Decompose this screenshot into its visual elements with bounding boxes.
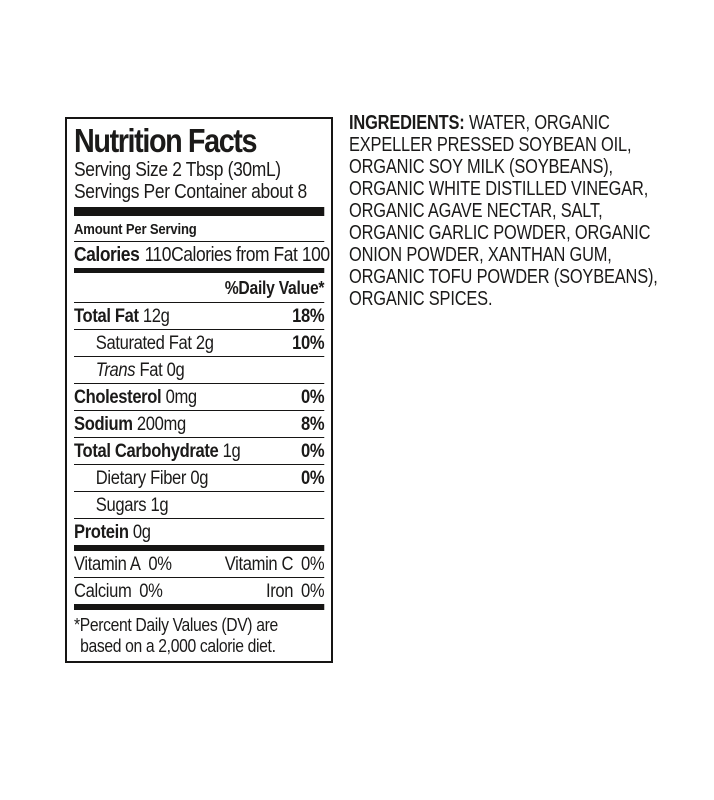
nutrient-row-saturated-fat: Saturated Fat 2g 10% [74,330,325,357]
nutrient-row-total-carbohydrate: Total Carbohydrate 1g 0% [74,438,325,465]
ingredients-line: ORGANIC AGAVE NECTAR, SALT, [349,200,603,222]
footnote-line: *Percent Daily Values (DV) are [74,615,278,635]
nutrient-row-sugars: Sugars 1g [74,492,325,519]
vitamin-c-value: 0% [301,554,325,575]
calories-label: Calories [74,244,140,266]
nutrient-row-cholesterol: Cholesterol 0mg 0% [74,384,325,411]
micronutrient-row-vitamins: Vitamin A 0% Vitamin C 0% [74,551,325,578]
ingredients-line: EXPELLER PRESSED SOYBEAN OIL, [349,134,632,156]
medium-divider [74,268,325,273]
vitamin-a-label: Vitamin A [74,554,141,575]
ingredients-block: INGREDIENTS: WATER, ORGANIC EXPELLER PRE… [349,112,714,310]
thick-divider [74,545,325,551]
ingredients-text: INGREDIENTS: WATER, ORGANIC EXPELLER PRE… [349,112,658,310]
micronutrient-row-minerals: Calcium 0% Iron 0% [74,578,325,604]
nutrient-row-dietary-fiber: Dietary Fiber 0g 0% [74,465,325,492]
label-title: Nutrition Facts [74,122,258,159]
nutrient-row-trans-fat: Trans Fat 0g [74,357,325,384]
ingredients-line: ORGANIC SPICES. [349,288,493,310]
nutrition-facts-label: Nutrition Facts Serving Size 2 Tbsp (30m… [65,117,333,663]
calcium-value: 0% [139,581,163,602]
nutrition-facts-content: Nutrition Facts Serving Size 2 Tbsp (30m… [74,122,330,657]
nutrient-row-sodium: Sodium 200mg 8% [74,411,325,438]
iron-label: Iron [266,581,294,602]
footnote: *Percent Daily Values (DV) are based on … [74,610,324,657]
calories-amount: Calories 110 [74,244,172,267]
daily-value-header: %Daily Value* [74,273,325,303]
ingredients-line: ORGANIC GARLIC POWDER, ORGANIC [349,222,651,244]
calories-row: Calories 110 Calories from Fat 100 [74,242,330,268]
calcium-label: Calcium [74,581,132,602]
calories-value: 110 [144,244,172,266]
serving-size: Serving Size 2 Tbsp (30mL) [74,159,281,181]
ingredients-line: INGREDIENTS: WATER, ORGANIC [349,112,610,134]
ingredients-line: ORGANIC WHITE DISTILLED VINEGAR, [349,178,649,200]
thick-divider [74,604,325,610]
vitamin-a-value: 0% [148,554,172,575]
servings-per-container: Servings Per Container about 8 [74,181,307,203]
ingredients-line: ONION POWDER, XANTHAN GUM, [349,244,612,266]
footnote-line: based on a 2,000 calorie diet. [80,636,276,656]
ingredients-line: ORGANIC TOFU POWDER (SOYBEANS), [349,266,658,288]
vitamin-c-label: Vitamin C [224,554,294,575]
amount-per-serving-label: Amount Per Serving [74,216,325,242]
nutrient-row-protein: Protein 0g [74,522,151,543]
calories-from-fat: Calories from Fat 100 [171,244,330,266]
thick-divider [74,207,325,216]
iron-value: 0% [301,581,325,602]
nutrient-row-total-fat: Total Fat 12g 18% [74,303,325,330]
ingredients-line: ORGANIC SOY MILK (SOYBEANS), [349,156,613,178]
ingredients-label: INGREDIENTS: [349,112,465,134]
